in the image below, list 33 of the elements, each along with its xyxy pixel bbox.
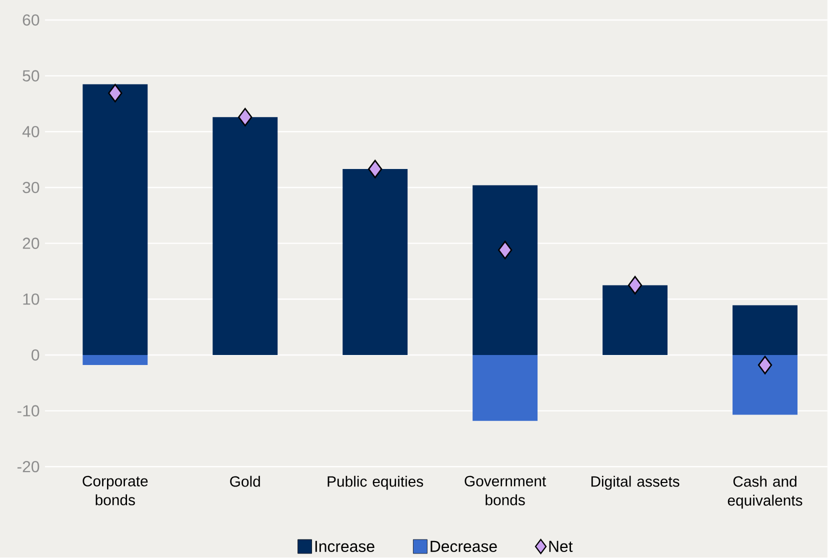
y-tick-label: 10 — [23, 293, 40, 305]
y-tick-label: 50 — [22, 70, 40, 82]
bar — [732, 354, 798, 415]
legend-label: Decrease — [430, 540, 497, 552]
x-tick-label: Public equities — [328, 476, 424, 490]
y-tick-label: 30 — [22, 182, 40, 194]
point — [368, 160, 382, 178]
x-tick-label: Cash and equivalents — [728, 476, 802, 509]
legend-label: Increase — [315, 540, 374, 552]
bar — [82, 354, 148, 365]
bar — [472, 185, 538, 355]
bar — [212, 117, 278, 355]
x-tick-label: Digital assets — [591, 476, 680, 490]
x-tick-label: Corporate bonds — [82, 476, 148, 506]
bar — [342, 169, 408, 355]
y-tick-label: 0 — [32, 349, 40, 361]
point — [758, 356, 772, 374]
y-tick-label: 40 — [22, 126, 40, 138]
y-tick-label: -10 — [17, 405, 40, 416]
point — [628, 276, 642, 294]
x-tick-label: Government bonds — [464, 476, 546, 506]
y-tick-label: -20 — [17, 460, 40, 472]
x-tick-label: Gold — [230, 476, 260, 487]
bar — [602, 285, 668, 355]
y-tick-label: 20 — [22, 238, 40, 249]
legend-label: Net — [549, 540, 573, 552]
y-tick-label: 60 — [22, 14, 40, 26]
bar — [82, 84, 148, 355]
bar — [732, 305, 798, 355]
point — [238, 108, 252, 126]
point — [498, 240, 512, 260]
bar — [472, 354, 538, 421]
point — [108, 84, 122, 102]
